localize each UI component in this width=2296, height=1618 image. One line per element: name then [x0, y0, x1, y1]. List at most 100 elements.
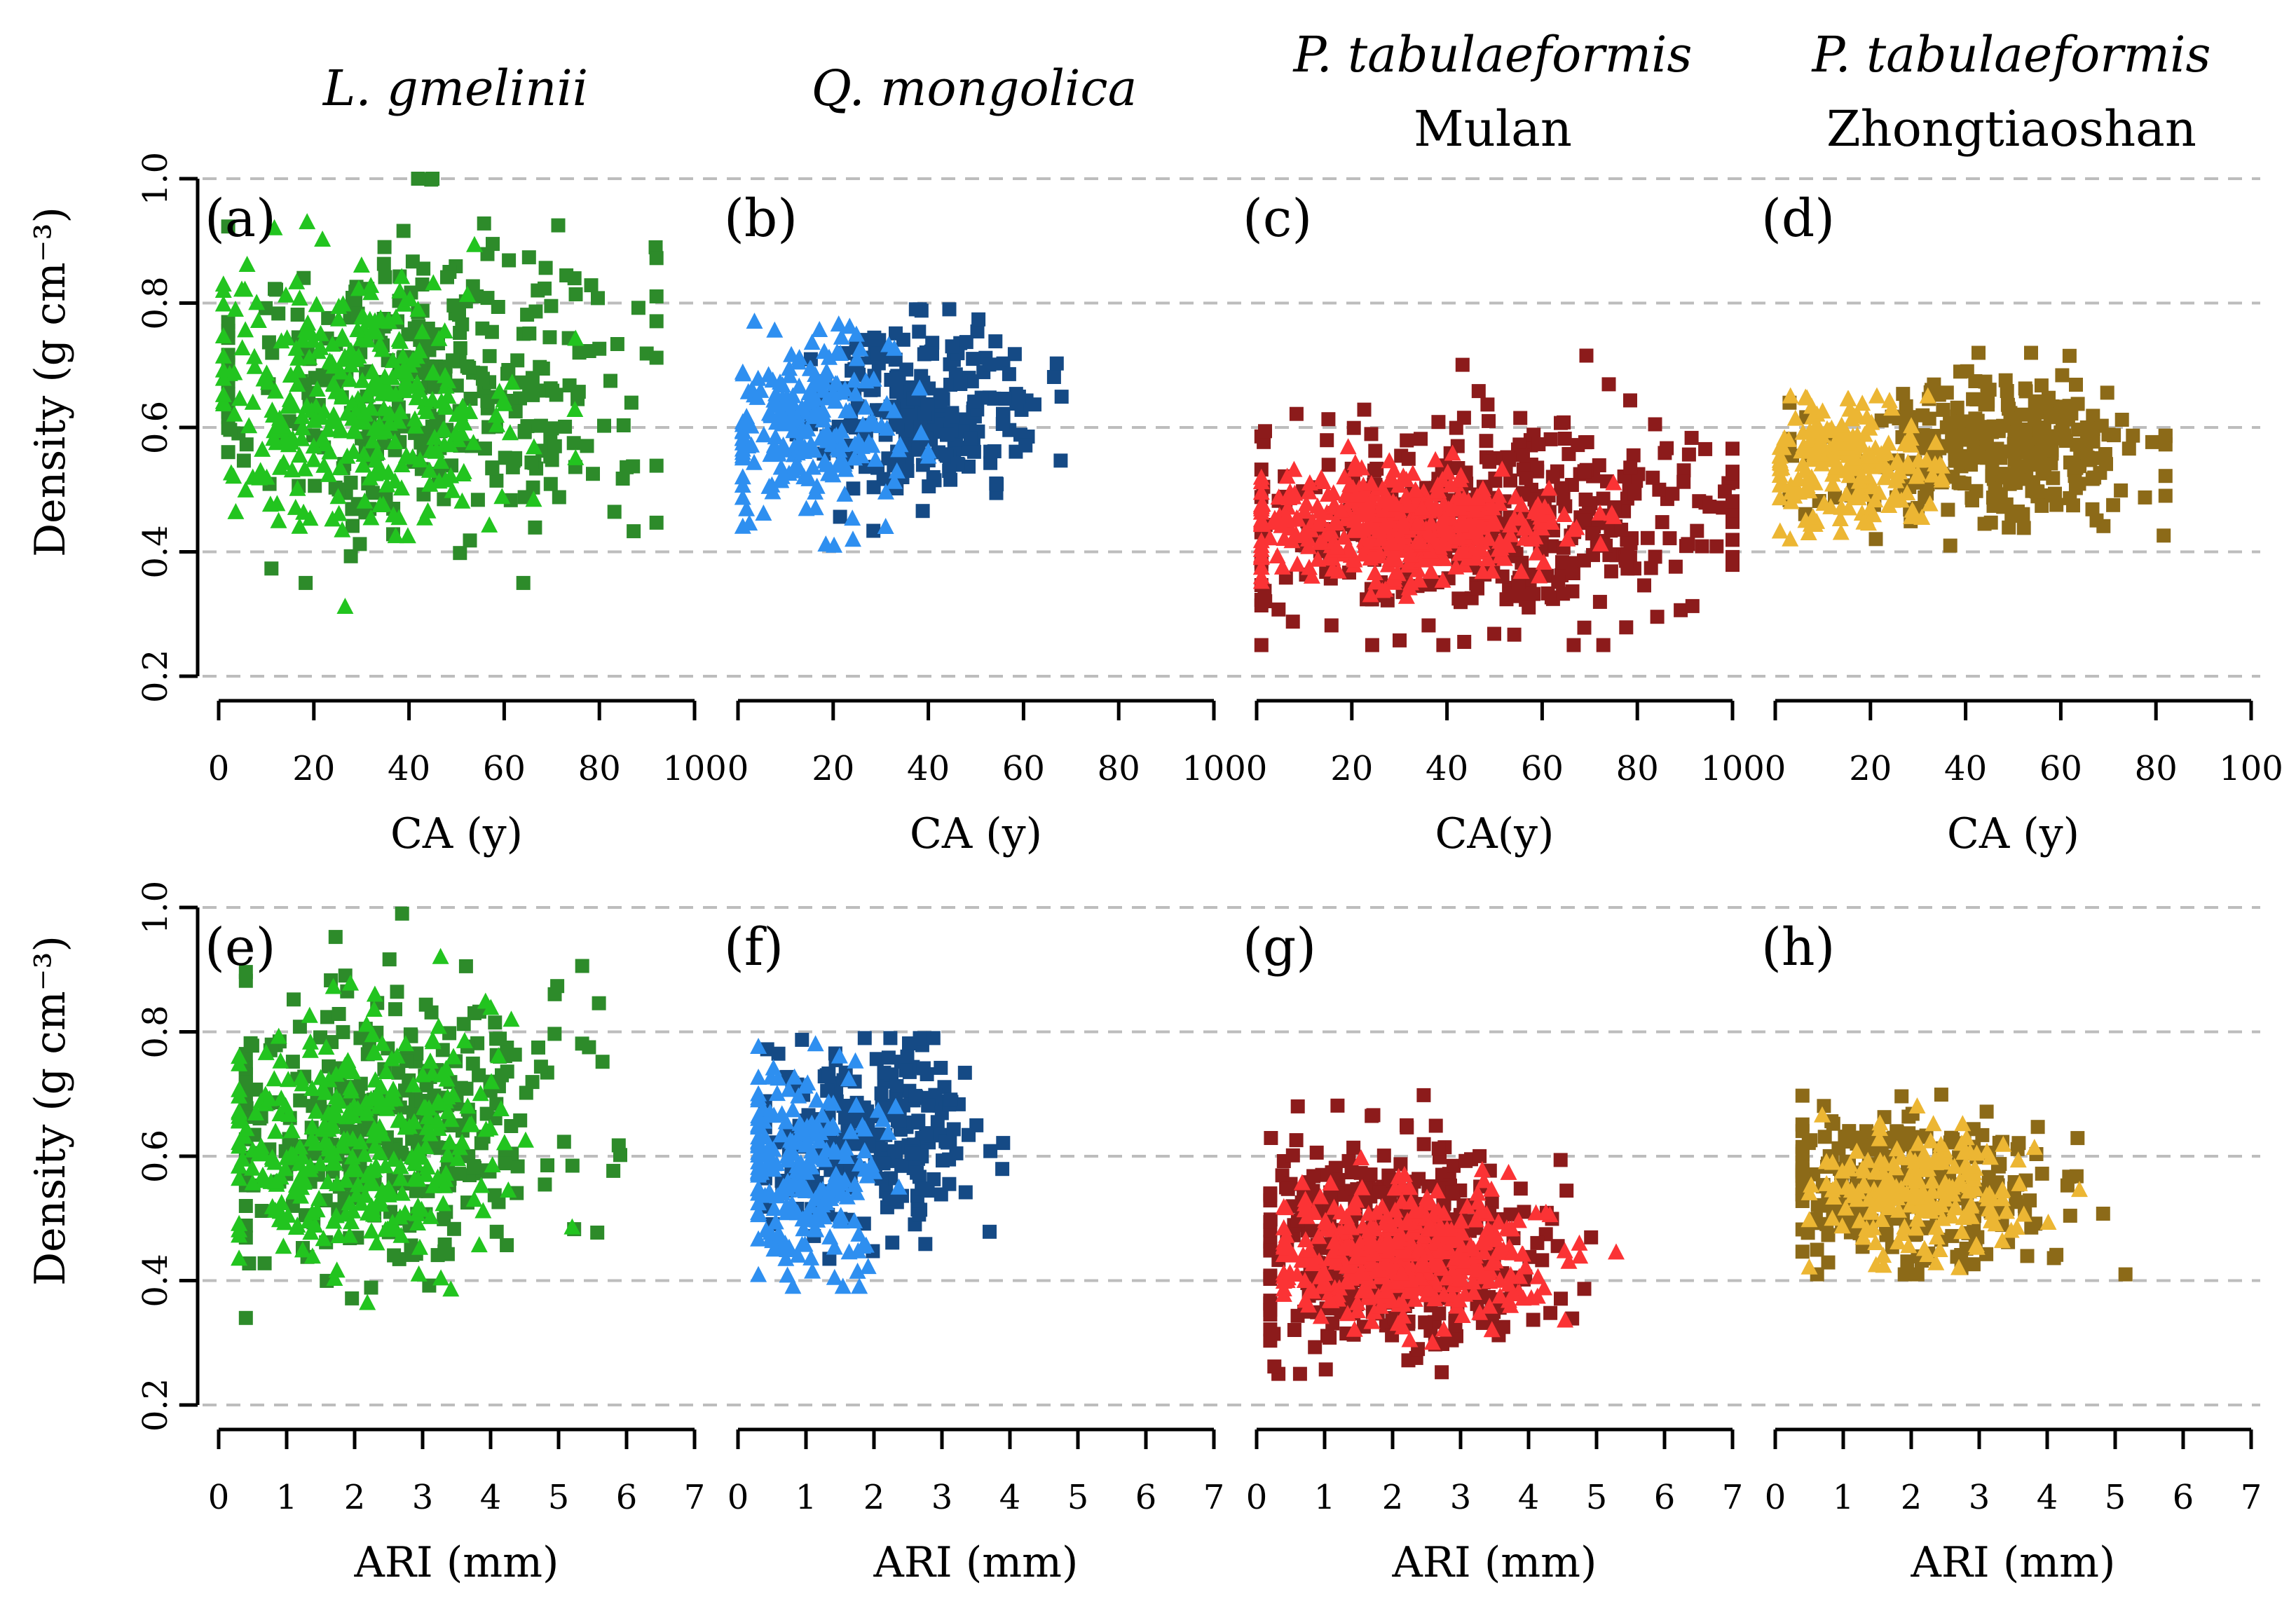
point-triangle: [784, 1101, 802, 1118]
point-triangle: [261, 1090, 278, 1106]
point-square: [547, 1027, 562, 1041]
point-triangle: [826, 536, 843, 553]
point-square: [2049, 1247, 2064, 1262]
y-tick-label-row2-2: 0.6: [136, 1130, 175, 1183]
point-triangle: [359, 1294, 376, 1310]
point-square: [649, 515, 664, 530]
point-triangle: [343, 1148, 361, 1165]
point-square: [1831, 1141, 1846, 1156]
point-triangle: [1878, 444, 1896, 460]
point-triangle: [437, 1165, 455, 1181]
point-triangle: [388, 308, 404, 325]
point-triangle: [1314, 1265, 1331, 1281]
point-triangle: [278, 286, 294, 303]
point-triangle: [337, 1172, 355, 1188]
point-triangle: [361, 310, 378, 327]
point-triangle: [1823, 419, 1840, 436]
point-triangle: [435, 420, 453, 437]
point-triangle: [1855, 513, 1873, 530]
point-triangle: [767, 1213, 784, 1230]
point-triangle: [294, 419, 311, 436]
point-triangle: [231, 1249, 248, 1266]
series-triangles-d: [1771, 387, 1950, 547]
point-triangle: [765, 1240, 783, 1257]
point-square: [607, 505, 622, 519]
point-triangle: [911, 379, 929, 396]
point-square: [479, 1106, 494, 1121]
point-triangle: [1426, 500, 1444, 516]
point-square: [2063, 1208, 2077, 1223]
point-triangle: [289, 362, 307, 378]
point-triangle: [390, 509, 408, 526]
point-square: [620, 460, 634, 474]
point-triangle: [866, 1163, 883, 1179]
point-square: [2126, 428, 2140, 443]
point-triangle: [1968, 1238, 1986, 1255]
point-triangle: [763, 476, 781, 493]
point-square: [627, 524, 641, 539]
point-square: [1513, 411, 1528, 425]
point-triangle: [777, 390, 795, 406]
point-square: [1418, 1315, 1433, 1330]
point-square: [465, 1056, 480, 1071]
point-triangle: [414, 323, 431, 340]
point-triangle: [1474, 563, 1491, 580]
point-square: [538, 1177, 552, 1192]
point-square: [236, 453, 251, 468]
point-triangle: [1357, 533, 1374, 549]
point-triangle: [1275, 1285, 1292, 1302]
point-triangle: [1467, 501, 1484, 518]
point-square: [1698, 441, 1713, 456]
x-tick-label-g-2: 2: [1382, 1478, 1404, 1517]
col-title-4-line2: Zhongtiaoshan: [1826, 100, 2196, 158]
point-triangle: [214, 385, 232, 402]
point-square: [1416, 1088, 1431, 1102]
point-square: [238, 1199, 253, 1213]
point-square: [1421, 1179, 1436, 1193]
point-triangle: [1356, 483, 1374, 500]
point-triangle: [334, 295, 352, 312]
point-triangle: [1873, 457, 1890, 474]
point-triangle: [371, 496, 389, 512]
x-tick-label-d-0: 0: [1765, 749, 1786, 788]
point-square: [949, 1146, 964, 1160]
point-triangle: [233, 339, 251, 356]
point-square: [422, 1278, 437, 1293]
point-triangle: [1516, 519, 1533, 536]
point-triangle: [739, 383, 757, 399]
point-square: [1726, 514, 1740, 528]
point-square: [1285, 1148, 1300, 1163]
series-squares-e: [238, 906, 627, 1325]
point-triangle: [493, 488, 511, 505]
point-square: [1817, 1099, 1831, 1113]
point-triangle: [317, 1083, 334, 1100]
point-square: [2121, 441, 2136, 456]
point-triangle: [358, 1015, 376, 1032]
point-triangle: [816, 1151, 833, 1167]
point-square: [1979, 426, 1993, 441]
point-triangle: [779, 1266, 796, 1283]
point-triangle: [567, 448, 585, 465]
point-square: [1472, 1149, 1487, 1163]
point-square: [1690, 523, 1704, 538]
point-triangle: [366, 1161, 383, 1177]
point-square: [547, 439, 562, 453]
point-triangle: [1296, 1272, 1313, 1288]
point-triangle: [1278, 467, 1296, 484]
point-square: [1431, 1141, 1446, 1156]
point-triangle: [1386, 1201, 1404, 1218]
point-square: [1954, 1248, 1969, 1262]
point-triangle: [1252, 537, 1270, 554]
point-triangle: [312, 1069, 329, 1085]
point-square: [957, 1065, 972, 1080]
point-triangle: [1915, 1240, 1933, 1256]
point-square: [2069, 1169, 2084, 1184]
point-triangle: [393, 268, 411, 284]
point-triangle: [1883, 399, 1901, 416]
point-triangle: [1275, 1219, 1292, 1235]
point-triangle: [442, 1280, 460, 1297]
point-square: [467, 1160, 481, 1175]
point-triangle: [214, 295, 232, 312]
point-square: [1447, 1158, 1461, 1173]
